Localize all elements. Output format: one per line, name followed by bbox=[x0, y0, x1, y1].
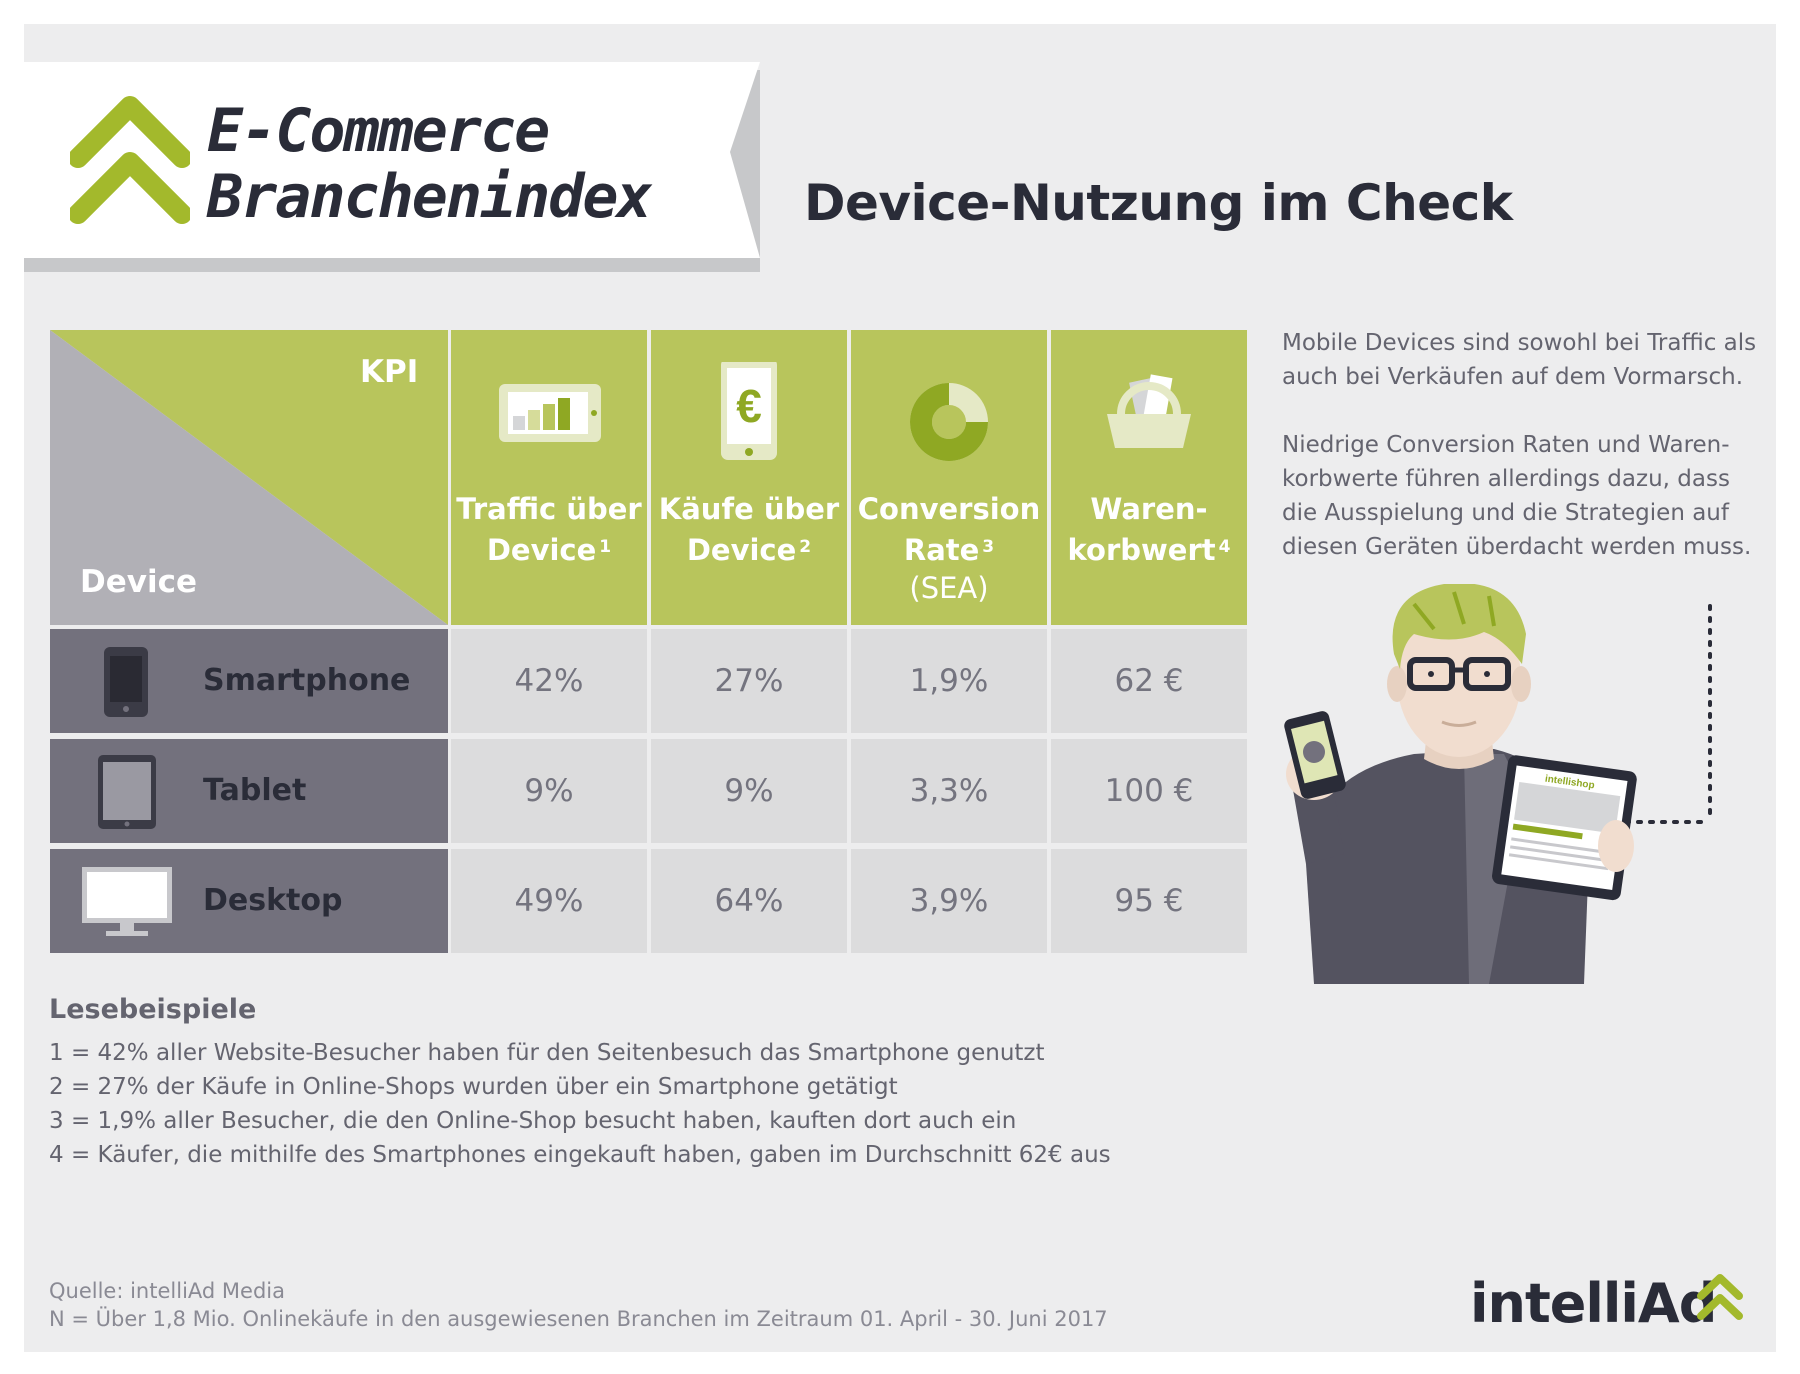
device-name: Smartphone bbox=[203, 663, 411, 698]
text-line: die Ausspielung und die Strategien auf bbox=[1282, 500, 1729, 526]
table-cell: 27% bbox=[651, 629, 847, 733]
example-line-3: 3 = 1,9% aller Besucher, die den Online-… bbox=[49, 1108, 1017, 1134]
svg-text:€: € bbox=[736, 380, 762, 432]
column-header-line1: Käufe über bbox=[658, 492, 840, 526]
brand-title-line1: E-Commerce bbox=[207, 96, 550, 166]
table-cell: 3,9% bbox=[851, 849, 1047, 953]
column-header-basket: Waren- korbwert 4 bbox=[1051, 330, 1247, 625]
tablet-icon bbox=[98, 755, 156, 829]
text-line: auch bei Verkäufen auf dem Vormarsch. bbox=[1282, 364, 1744, 390]
text-line: Niedrige Conversion Raten und Waren- bbox=[1282, 432, 1730, 458]
chevron-logo-icon bbox=[1697, 1274, 1743, 1320]
column-header-conversion: Conversion Rate 3 (SEA) bbox=[851, 330, 1047, 625]
device-name: Desktop bbox=[203, 883, 343, 918]
table-cell: 49% bbox=[451, 849, 647, 953]
bar-chart-tablet-icon bbox=[499, 384, 601, 442]
column-header-line2: Device bbox=[486, 533, 597, 567]
column-header-sub: (SEA) bbox=[909, 571, 989, 605]
row-header-desktop: Desktop bbox=[50, 849, 448, 953]
desktop-icon bbox=[82, 867, 172, 936]
device-axis-label: Device bbox=[80, 564, 197, 600]
table-cell: 3,3% bbox=[851, 739, 1047, 843]
table-cell: 100 € bbox=[1051, 739, 1247, 843]
device-name: Tablet bbox=[203, 773, 307, 808]
table-cell: 9% bbox=[451, 739, 647, 843]
footnote-marker: 2 bbox=[799, 537, 812, 557]
sample-note: N = Über 1,8 Mio. Onlinekäufe in den aus… bbox=[49, 1307, 1108, 1331]
text-line: Mobile Devices sind sowohl bei Traffic a… bbox=[1282, 330, 1757, 356]
column-header-line2: Device bbox=[686, 533, 797, 567]
donut-icon bbox=[910, 383, 988, 461]
column-header-line1: Traffic über bbox=[456, 492, 642, 526]
column-header-line1: Conversion bbox=[857, 492, 1041, 526]
text-line: korbwerte führen allerdings dazu, dass bbox=[1282, 466, 1730, 492]
table-cell: 42% bbox=[451, 629, 647, 733]
kpi-axis-label: KPI bbox=[360, 354, 419, 390]
header-banner bbox=[24, 62, 760, 272]
side-paragraph-1: Mobile Devices sind sowohl bei Traffic a… bbox=[1282, 326, 1756, 394]
example-line-4: 4 = Käufer, die mithilfe des Smartphones… bbox=[49, 1142, 1111, 1168]
footnote-marker: 4 bbox=[1218, 537, 1231, 557]
column-header-line2: Rate bbox=[903, 533, 980, 567]
table-cell: 64% bbox=[651, 849, 847, 953]
shopping-basket-icon bbox=[1107, 374, 1191, 448]
brand-title-line2: Branchenindex bbox=[207, 162, 653, 232]
table-cell: 62 € bbox=[1051, 629, 1247, 733]
chevron-logo-icon bbox=[70, 96, 190, 224]
infographic-canvas: E-Commerce Branchenindex Device-Nutzung … bbox=[24, 24, 1776, 1352]
example-line-2: 2 = 27% der Käufe in Online-Shops wurden… bbox=[49, 1074, 898, 1100]
side-paragraph-2: Niedrige Conversion Raten und Waren- kor… bbox=[1282, 428, 1751, 564]
column-header-traffic: Traffic über Device 1 bbox=[451, 330, 647, 625]
euro-phone-icon: € bbox=[721, 362, 777, 460]
page-title: Device-Nutzung im Check bbox=[804, 174, 1513, 232]
column-header-purchases: € Käufe über Device 2 bbox=[651, 330, 847, 625]
footnote-marker: 1 bbox=[599, 537, 612, 557]
source-note: Quelle: intelliAd Media bbox=[49, 1279, 285, 1303]
smartphone-icon bbox=[104, 647, 148, 717]
intelliad-logo-text: intelliAd bbox=[1470, 1272, 1717, 1335]
examples-title: Lesebeispiele bbox=[49, 994, 257, 1025]
person-illustration: intellishop bbox=[1284, 584, 1712, 984]
row-header-tablet: Tablet bbox=[50, 739, 448, 843]
column-header-line1: Waren- bbox=[1090, 492, 1208, 526]
example-line-1: 1 = 42% aller Website-Besucher haben für… bbox=[49, 1040, 1045, 1066]
column-header-line2: korbwert bbox=[1067, 533, 1216, 567]
table-cell: 9% bbox=[651, 739, 847, 843]
row-header-smartphone: Smartphone bbox=[50, 629, 448, 733]
footnote-marker: 3 bbox=[982, 537, 995, 557]
text-line: diesen Geräten überdacht werden muss. bbox=[1282, 534, 1752, 560]
table-corner-cell bbox=[50, 330, 448, 625]
table-cell: 95 € bbox=[1051, 849, 1247, 953]
table-cell: 1,9% bbox=[851, 629, 1047, 733]
